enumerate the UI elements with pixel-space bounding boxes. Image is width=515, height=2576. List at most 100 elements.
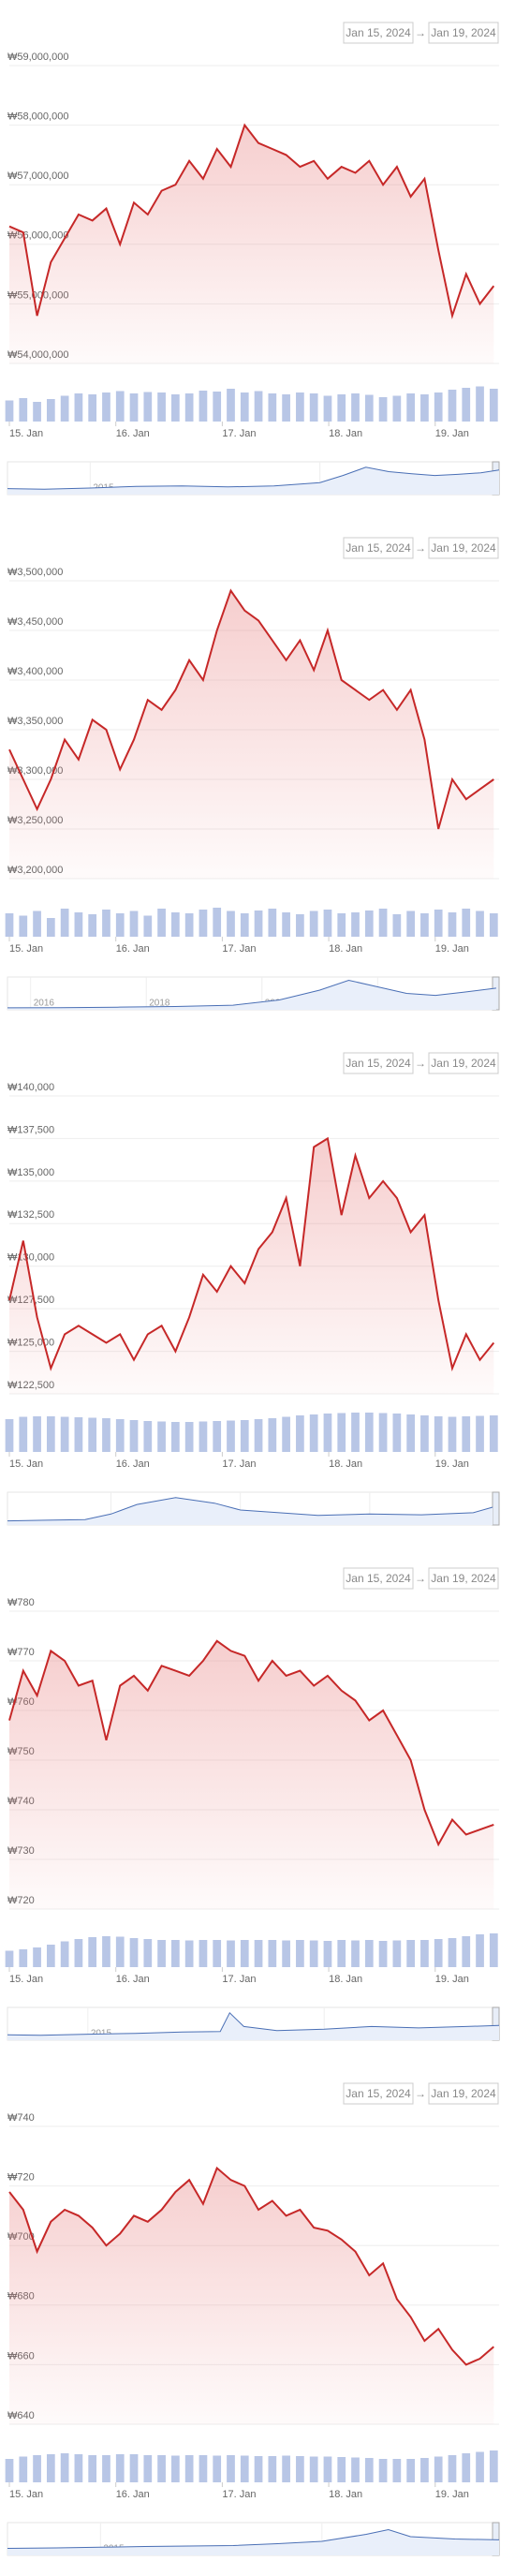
volume-bar [448,912,457,937]
x-tick-label: 18. Jan [329,943,362,955]
volume-bar [171,394,180,422]
volume-bar [143,1421,153,1452]
y-tick-label: ₩3,450,000 [7,616,63,628]
volume-bar [5,1419,14,1452]
volume-bar [434,392,443,422]
volume-bar [33,2455,41,2482]
x-tick-label: 16. Jan [116,943,150,955]
volume-bar [309,393,318,422]
volume-bar [364,394,374,422]
volume-bar [5,913,14,937]
volume-bar [489,389,498,422]
x-tick-label: 17. Jan [222,428,256,439]
y-tick-label: ₩780 [7,1597,35,1608]
volume-bar [337,1940,346,1967]
volume-bar [46,2454,55,2482]
volume-bar [309,2456,318,2482]
navigator-area [7,980,496,1010]
volume-bar [323,1414,332,1452]
navigator-tick-label: 2018 [149,999,170,1009]
volume-bar [88,914,97,937]
volume-bar [406,910,415,937]
volume-bar [254,910,263,937]
volume-bar [171,2455,180,2482]
volume-bar [448,390,457,422]
price-line [8,1639,494,1847]
x-tick-label: 16. Jan [116,2489,150,2500]
volume-bar [420,1940,429,1967]
volume-bar [143,915,153,937]
volume-bar [351,912,360,937]
range-from-box[interactable] [343,22,414,44]
volume-bar [406,1940,415,1967]
range-to-box[interactable] [428,22,499,44]
range-to-box[interactable] [428,2082,499,2105]
volume-bar [254,1940,263,1967]
volume-bar [19,1949,28,1967]
y-tick-label: ₩56,000,000 [7,230,68,242]
y-tick-label: ₩740 [7,2112,35,2124]
range-from-box[interactable] [343,2082,414,2105]
volume-bar [462,1936,471,1967]
range-from-box[interactable] [343,1052,414,1074]
volume-bar [240,1420,249,1452]
volume-bar [74,912,83,937]
volume-bar [74,1939,83,1967]
volume-bar [129,2454,139,2482]
range-to-box[interactable] [428,1052,499,1074]
volume-bar [420,394,429,422]
stock-chart: Jan 15, 2024→Jan 19, 2024₩640₩660₩680₩70… [5,2082,500,2556]
volume-bar [462,388,471,422]
volume-bar [213,2455,222,2482]
volume-bar [420,913,429,937]
volume-bar [199,391,208,422]
volume-bar [46,1945,55,1967]
x-tick-label: 17. Jan [222,2489,256,2500]
volume-bar [296,392,304,422]
range-from: Jan 15, 2024 [346,1057,411,1070]
range-to-box[interactable] [428,1567,499,1590]
range-to: Jan 19, 2024 [431,1572,496,1585]
navigator-tick-label: 2016 [34,999,55,1009]
stock-chart: Jan 15, 2024→Jan 19, 2024₩3,200,000₩3,25… [5,537,500,1011]
volume-bar [282,394,290,422]
x-tick-label: 18. Jan [329,1974,362,1985]
navigator-window[interactable] [492,1491,500,1526]
volume-bar [129,393,139,422]
range-from-box[interactable] [343,1567,414,1590]
volume-bar [351,393,360,422]
range-to-box[interactable] [428,537,499,559]
volume-bar [157,1421,166,1452]
volume-bar [296,914,304,937]
volume-bar [476,2451,484,2482]
volume-bar [227,1940,235,1967]
volume-bar [282,1940,290,1967]
x-tick-label: 15. Jan [9,2489,43,2500]
volume-bar [46,399,55,422]
volume-bar [102,1418,110,1452]
volume-bar [60,1941,69,1967]
volume-bar [115,1936,125,1967]
volume-bar [5,2459,14,2482]
volume-bar [88,394,97,422]
range-from: Jan 15, 2024 [346,2087,411,2100]
volume-bar [476,910,484,937]
range-to: Jan 19, 2024 [431,26,496,39]
volume-bar [282,912,290,937]
volume-bar [434,1416,443,1452]
range-from-box[interactable] [343,537,414,559]
volume-bar [88,1417,97,1452]
y-tick-label: ₩135,000 [7,1167,54,1178]
volume-bar [296,2456,304,2482]
volume-bar [489,913,498,937]
volume-bar [268,393,277,422]
range-to: Jan 19, 2024 [431,2087,496,2100]
volume-bar [392,1940,402,1967]
volume-bar [337,394,346,422]
volume-bar [462,909,471,937]
volume-bar [129,1938,139,1967]
volume-bar [378,2459,388,2482]
volume-bar [184,1422,194,1452]
volume-bar [240,913,249,937]
